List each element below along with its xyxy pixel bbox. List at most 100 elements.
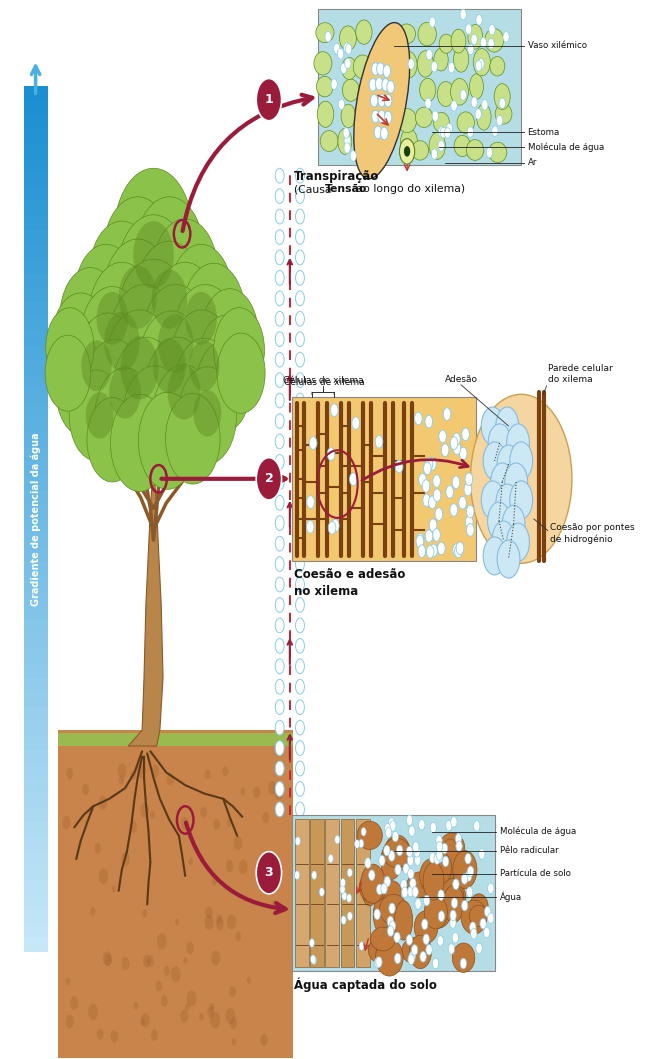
Circle shape (276, 557, 284, 572)
Circle shape (88, 1004, 98, 1020)
Text: Água captada do solo: Água captada do solo (295, 977, 437, 992)
Circle shape (103, 239, 172, 355)
Ellipse shape (400, 129, 417, 156)
Ellipse shape (374, 134, 390, 159)
Bar (24, 114, 48, 129)
Ellipse shape (485, 29, 503, 52)
Circle shape (451, 816, 457, 827)
Circle shape (103, 197, 172, 313)
Circle shape (488, 38, 494, 49)
Circle shape (276, 782, 284, 796)
Text: ao longo do xilema): ao longo do xilema) (353, 184, 465, 194)
Circle shape (430, 544, 438, 557)
Circle shape (161, 995, 168, 1007)
Circle shape (428, 496, 436, 508)
Circle shape (476, 15, 482, 25)
Circle shape (448, 62, 454, 73)
Bar (310, 819, 324, 967)
Circle shape (296, 639, 304, 653)
Circle shape (232, 1038, 236, 1045)
Circle shape (422, 919, 428, 930)
Ellipse shape (420, 859, 444, 893)
Circle shape (453, 879, 459, 890)
Circle shape (365, 858, 371, 868)
Circle shape (425, 457, 433, 470)
Circle shape (479, 848, 485, 859)
Bar (24, 360, 48, 375)
Circle shape (481, 481, 504, 519)
Circle shape (62, 815, 71, 829)
Circle shape (296, 659, 304, 674)
Bar (58, 731, 293, 1058)
Circle shape (214, 308, 264, 392)
Circle shape (170, 310, 233, 415)
Circle shape (416, 534, 424, 546)
Circle shape (200, 289, 259, 385)
Bar (24, 418, 48, 432)
Circle shape (95, 367, 155, 469)
Circle shape (274, 786, 283, 800)
Circle shape (332, 519, 339, 532)
Circle shape (499, 98, 505, 109)
Circle shape (296, 311, 304, 326)
Circle shape (406, 846, 413, 857)
Circle shape (276, 168, 284, 183)
Circle shape (455, 833, 462, 844)
Circle shape (415, 412, 422, 425)
Circle shape (276, 740, 284, 755)
Circle shape (338, 49, 343, 59)
Circle shape (432, 111, 438, 122)
Circle shape (172, 285, 238, 394)
Ellipse shape (361, 136, 377, 157)
Circle shape (180, 1009, 188, 1023)
Bar (24, 577, 48, 591)
Circle shape (460, 10, 466, 20)
Ellipse shape (423, 862, 444, 900)
Circle shape (193, 390, 221, 436)
Circle shape (104, 310, 174, 426)
Ellipse shape (434, 854, 452, 883)
Circle shape (153, 338, 186, 393)
Circle shape (483, 442, 506, 480)
Ellipse shape (388, 903, 411, 938)
Circle shape (492, 126, 498, 137)
Circle shape (416, 535, 424, 548)
Circle shape (276, 577, 284, 592)
Ellipse shape (461, 900, 487, 934)
Circle shape (387, 926, 394, 936)
Circle shape (423, 934, 430, 945)
Ellipse shape (439, 34, 453, 53)
Circle shape (296, 230, 304, 245)
Circle shape (311, 870, 317, 879)
Bar (295, 819, 309, 967)
Bar (24, 822, 48, 837)
Text: Coesão e adesão
no xilema: Coesão e adesão no xilema (295, 568, 406, 597)
Circle shape (409, 826, 415, 837)
Circle shape (122, 365, 188, 475)
Circle shape (199, 1013, 204, 1021)
Circle shape (453, 442, 460, 454)
Circle shape (440, 127, 447, 138)
Circle shape (229, 986, 236, 998)
Circle shape (276, 210, 284, 223)
Circle shape (453, 433, 460, 446)
Bar (24, 144, 48, 158)
Circle shape (448, 944, 454, 954)
Circle shape (138, 392, 197, 489)
Circle shape (384, 111, 392, 124)
Ellipse shape (356, 20, 372, 44)
Circle shape (475, 109, 481, 120)
Circle shape (276, 679, 284, 694)
Bar (24, 793, 48, 808)
Text: Células de xilema: Células de xilema (284, 378, 365, 387)
Circle shape (261, 1034, 268, 1046)
Circle shape (276, 414, 284, 429)
Circle shape (46, 308, 94, 388)
Circle shape (394, 932, 400, 943)
Circle shape (415, 855, 421, 865)
Circle shape (104, 953, 112, 966)
Ellipse shape (376, 936, 394, 965)
Text: Transpiração: Transpiração (295, 170, 379, 183)
Circle shape (198, 316, 255, 410)
Circle shape (276, 536, 284, 551)
